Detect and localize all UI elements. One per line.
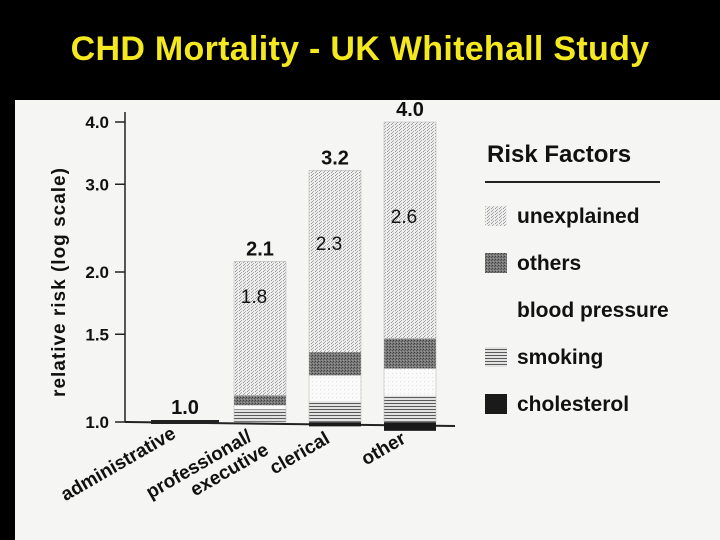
chart-panel: 1.0 1.5 2.0 3.0 4.0 relative risk (log scale)… <box>15 100 720 540</box>
bar-segment-cholesterol <box>309 422 361 427</box>
legend-swatch <box>485 253 507 273</box>
y-tick-label: 3.0 <box>85 175 109 194</box>
bar-segment-others <box>234 395 286 406</box>
bar-segment-blood-pressure <box>384 368 436 396</box>
bar-segment-unexplained <box>309 170 361 353</box>
legend-swatch <box>485 394 507 414</box>
bar-outline <box>383 121 437 423</box>
y-tick-label: 4.0 <box>85 113 109 132</box>
slide-title: CHD Mortality - UK Whitehall Study <box>70 30 650 68</box>
boundary-label: 2.6 <box>391 207 417 228</box>
legend-item-label: others <box>517 252 581 275</box>
bar-segment-unexplained <box>384 122 436 339</box>
legend-item-label: blood pressure <box>517 299 669 322</box>
total-label: 2.1 <box>246 238 274 260</box>
bar-segment-blood-pressure <box>309 375 361 402</box>
bar-outline <box>308 169 362 423</box>
y-tick-label: 1.5 <box>85 325 109 344</box>
bar-segment-smoking <box>384 395 436 422</box>
y-axis-title: relative risk (log scale) <box>49 167 70 397</box>
boundary-label: 1.8 <box>241 287 267 308</box>
bar-segment-blood-pressure <box>234 405 286 410</box>
x-tick-label: clerical <box>266 428 333 479</box>
bar-segment-unexplained <box>234 261 286 396</box>
bar-segment-smoking <box>234 409 286 422</box>
bar-segment-others <box>384 338 436 369</box>
total-label: 3.2 <box>321 147 349 169</box>
legend-title: Risk Factors <box>487 141 631 168</box>
x-tick-labels: administrativeprofessional/executivecler… <box>57 423 410 506</box>
legend: Risk Factors unexplained others blood press… <box>485 141 669 416</box>
legend-swatch <box>485 347 507 367</box>
bar-reference <box>151 420 219 424</box>
bar-outline <box>233 261 287 423</box>
x-tick-label: other <box>358 428 410 470</box>
y-tick-label: 2.0 <box>85 263 109 282</box>
bar-segment-smoking <box>309 401 361 422</box>
legend-item-label: cholesterol <box>517 393 629 416</box>
total-label: 4.0 <box>396 100 424 121</box>
legend-item-label: unexplained <box>517 205 640 228</box>
bar-segment-others <box>309 352 361 376</box>
bars: 1.0 1.8 2.1 2.3 3.2 2.6 4.0 <box>151 100 437 431</box>
y-tick-label: 1.0 <box>85 413 109 432</box>
total-label: 1.0 <box>171 397 199 419</box>
legend-swatch <box>485 206 507 226</box>
legend-item-label: smoking <box>517 346 603 369</box>
y-axis: 1.0 1.5 2.0 3.0 4.0 relative risk (log scale) <box>49 112 456 432</box>
bar-segment-cholesterol <box>384 422 436 431</box>
boundary-label: 2.3 <box>316 234 342 255</box>
chart: 1.0 1.5 2.0 3.0 4.0 relative risk (log scale)… <box>49 100 669 506</box>
